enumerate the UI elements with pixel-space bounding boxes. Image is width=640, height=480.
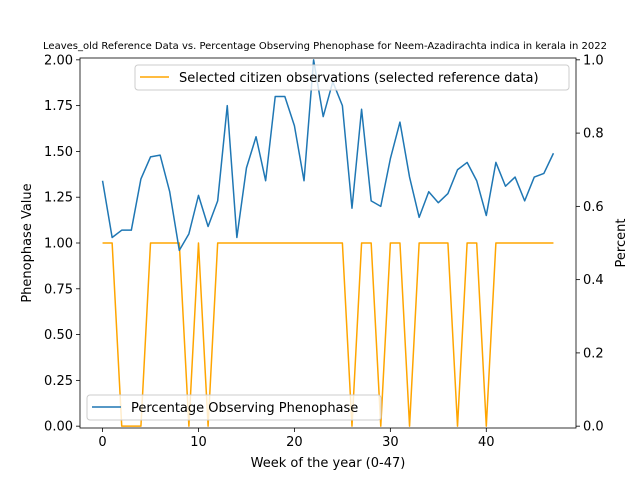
y-left-tick-label-0.00: 0.00 (44, 420, 73, 435)
x-tick-label-40: 40 (478, 435, 495, 450)
plot-area (101, 59, 555, 427)
y-left-tick-label-1.00: 1.00 (44, 237, 73, 252)
chart-title: Leaves_old Reference Data vs. Percentage… (43, 41, 607, 52)
x-tick-label-20: 20 (286, 435, 303, 450)
y-left-tick-label-0.25: 0.25 (44, 374, 73, 389)
x-tick-label-30: 30 (382, 435, 399, 450)
y-left-tick-label-0.75: 0.75 (44, 282, 73, 297)
x-tick-label-10: 10 (190, 435, 207, 450)
x-axis-label: Week of the year (0-47) (251, 456, 406, 471)
y-right-tick-label-1.0: 1.0 (583, 53, 604, 68)
y-left-tick-label-1.75: 1.75 (44, 99, 73, 114)
y-left-tick-label-0.50: 0.50 (44, 328, 73, 343)
y-right-tick-label-0.4: 0.4 (583, 273, 604, 288)
y-right-tick-label-0.8: 0.8 (583, 127, 604, 142)
series-line-percentage (101, 59, 555, 252)
y-right-tick-label-0.6: 0.6 (583, 200, 604, 215)
legend-percentage: Percentage Observing Phenophase (86, 394, 382, 421)
y-right-tick-label-0.2: 0.2 (583, 346, 604, 361)
y-axis-right-label: Percent (614, 219, 629, 268)
y-left-tick-label-1.50: 1.50 (44, 145, 73, 160)
y-left-tick-label-2.00: 2.00 (44, 53, 73, 68)
y-left-tick-label-1.25: 1.25 (44, 191, 73, 206)
x-tick-label-0: 0 (98, 435, 106, 450)
legend-percentage-label: Percentage Observing Phenophase (131, 401, 358, 416)
legend-reference: Selected citizen observations (selected … (134, 64, 570, 91)
axes: 0 10 20 30 40 0.00 0.25 0.50 0.75 1.00 1.25 1.50 1.7… (44, 53, 604, 450)
y-right-tick-label-0.0: 0.0 (583, 420, 604, 435)
legend-reference-label: Selected citizen observations (selected … (179, 71, 539, 86)
y-axis-left-label: Phenophase Value (20, 183, 35, 302)
